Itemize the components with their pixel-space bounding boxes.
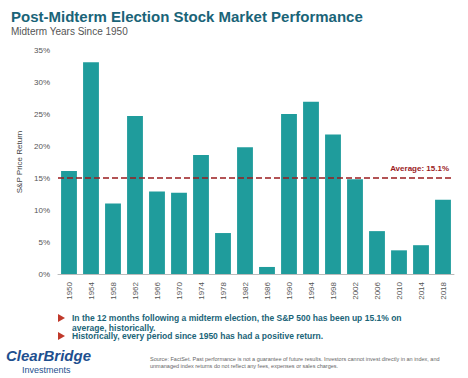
svg-text:average, historically.: average, historically. [72,323,156,333]
svg-text:1990: 1990 [285,281,294,299]
svg-text:1978: 1978 [219,281,228,299]
svg-text:5%: 5% [38,238,50,247]
svg-text:1982: 1982 [241,281,250,299]
svg-text:Average: 15.1%: Average: 15.1% [390,164,449,173]
svg-text:1954: 1954 [87,281,96,299]
svg-text:1994: 1994 [307,281,316,299]
svg-text:In the 12 months following a m: In the 12 months following a midterm ele… [72,313,404,323]
svg-text:S&P Price Return: S&P Price Return [15,131,24,194]
svg-text:2010: 2010 [395,281,404,299]
svg-text:30%: 30% [34,78,50,87]
svg-text:10%: 10% [34,206,50,215]
svg-text:1950: 1950 [65,281,74,299]
svg-text:1966: 1966 [153,281,162,299]
svg-text:unmanaged index returns do not: unmanaged index returns do not reflect a… [150,363,339,369]
svg-text:1998: 1998 [329,281,338,299]
svg-text:2002: 2002 [351,281,360,299]
svg-text:2006: 2006 [373,281,382,299]
svg-text:0%: 0% [38,270,50,279]
svg-text:1962: 1962 [131,281,140,299]
svg-text:Investments: Investments [22,365,71,375]
svg-text:2018: 2018 [439,281,448,299]
svg-text:15%: 15% [34,174,50,183]
svg-text:1970: 1970 [175,281,184,299]
svg-text:1974: 1974 [197,281,206,299]
svg-text:1958: 1958 [109,281,118,299]
svg-text:35%: 35% [34,46,50,55]
svg-text:Source: FactSet. Past performa: Source: FactSet. Past performance is not… [150,356,441,362]
svg-text:Midterm Years Since 1950: Midterm Years Since 1950 [11,26,128,37]
svg-text:2014: 2014 [417,281,426,299]
svg-text:25%: 25% [34,110,50,119]
svg-text:1986: 1986 [263,281,272,299]
svg-text:20%: 20% [34,142,50,151]
svg-text:Post-Midterm Election Stock Ma: Post-Midterm Election Stock Market Perfo… [11,8,363,25]
svg-text:ClearBridge: ClearBridge [6,347,91,364]
svg-text:Historically, every period sin: Historically, every period since 1950 ha… [72,331,323,341]
